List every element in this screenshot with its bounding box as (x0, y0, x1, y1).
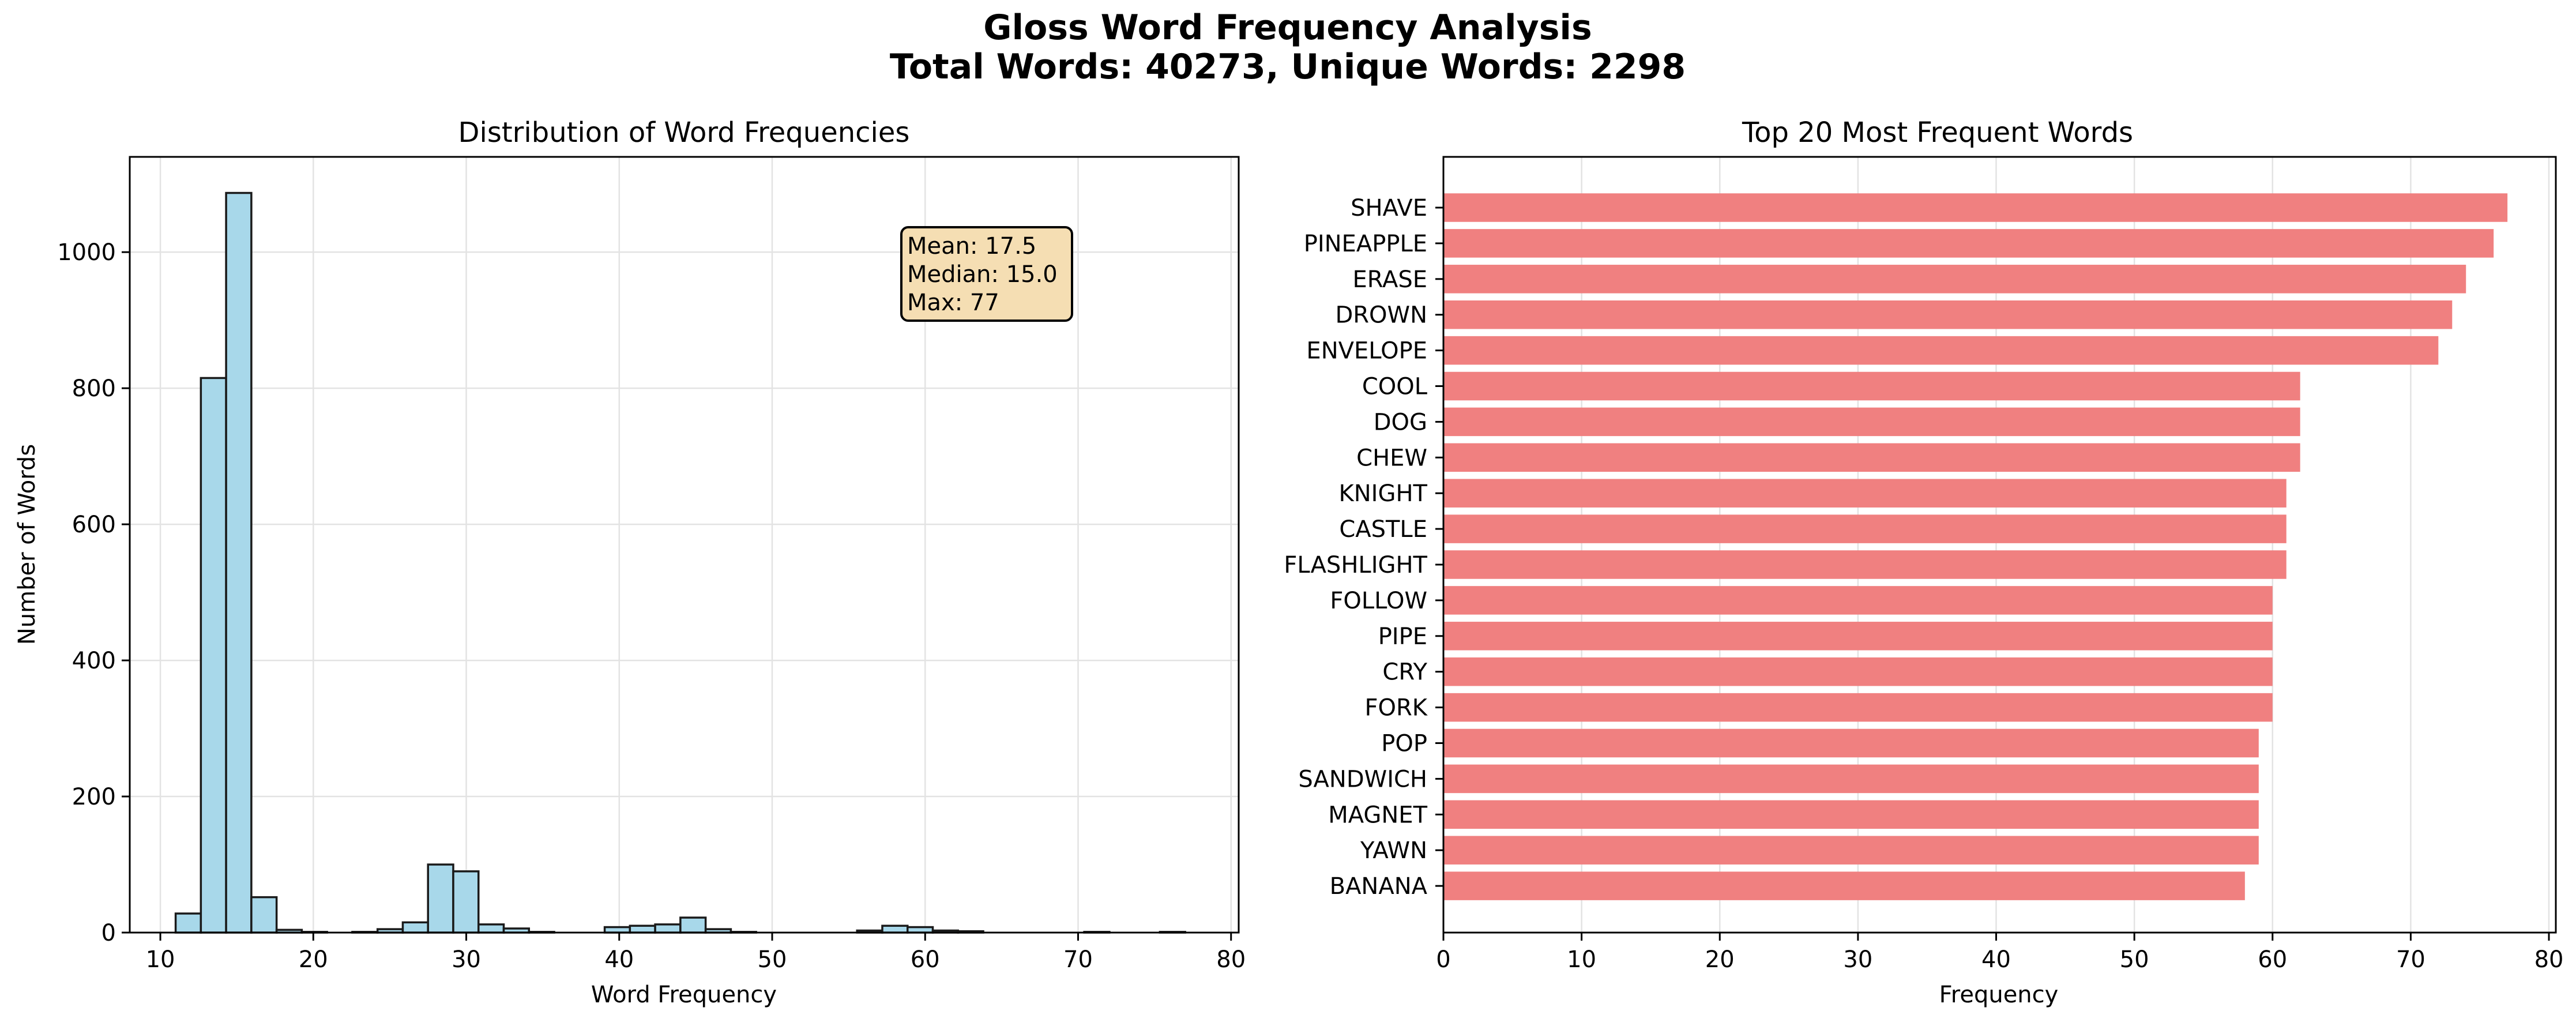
top-words-category-labels: SHAVE PINEAPPLE ERASE DROWN ENVELOPE COOL DOG C… (1284, 195, 1443, 900)
top-words-category-label: PINEAPPLE (1304, 231, 1427, 257)
top-words-category-label: DOG (1374, 409, 1427, 435)
histogram-bar (427, 863, 454, 934)
histogram-y-tick-label: 600 (72, 512, 116, 538)
histogram-y-tick-label: 200 (72, 784, 116, 810)
top-words-category-label: FOLLOW (1330, 588, 1427, 614)
top-words-bar (1443, 193, 2508, 222)
figure-title: Gloss Word Frequency Analysis (983, 7, 1592, 48)
top-words-bar (1443, 836, 2259, 865)
top-words-category-label: SANDWICH (1298, 766, 1427, 792)
histogram-x-tick-label: 50 (758, 946, 787, 973)
histogram-bar (881, 924, 909, 934)
top-words-bar (1443, 657, 2273, 686)
top-words-x-tick-label: 40 (1981, 946, 2011, 973)
top-words-category-label: KNIGHT (1339, 480, 1428, 507)
top-words-x-ticks: 0 10 20 30 40 50 60 70 80 (1436, 933, 2563, 973)
top-words-frame (1442, 156, 2557, 934)
top-words-category-label: CHEW (1356, 445, 1427, 471)
top-words-category-label: ERASE (1353, 266, 1427, 293)
histogram-y-ticks: 0 200 400 600 800 1000 (57, 239, 130, 946)
figure-subtitle: Total Words: 40273, Unique Words: 2298 (890, 47, 1686, 87)
histogram-bar (200, 377, 227, 934)
top-words-bar (1443, 265, 2466, 294)
top-words-category-label: ENVELOPE (1306, 338, 1427, 364)
top-words-bar (1443, 443, 2300, 472)
stats-median: Median: 15.0 (907, 261, 1058, 288)
top-words-bar (1443, 514, 2287, 543)
stats-max: Max: 77 (907, 290, 999, 316)
top-words-x-tick-label: 60 (2258, 946, 2287, 973)
top-words-bar (1443, 229, 2494, 258)
histogram-bar (452, 870, 480, 934)
top-words-x-tick-label: 0 (1436, 946, 1450, 973)
histogram-bars (174, 191, 1186, 934)
top-words-category-label: FORK (1364, 695, 1428, 721)
histogram-title: Distribution of Word Frequencies (458, 116, 910, 149)
top-words-x-tick-label: 10 (1567, 946, 1596, 973)
top-words-bar (1443, 871, 2245, 900)
top-words-category-label: CASTLE (1339, 516, 1427, 543)
top-words-category-label: POP (1381, 731, 1427, 757)
top-words-category-label: COOL (1362, 374, 1428, 400)
top-words-bar (1443, 728, 2259, 758)
histogram-x-tick-label: 10 (146, 946, 175, 973)
top-words-category-label: BANANA (1330, 873, 1428, 900)
histogram-panel: Distribution of Word Frequencies 10 20 30 4… (14, 116, 1246, 1008)
histogram-y-tick-label: 400 (72, 648, 116, 674)
top-words-bar (1443, 693, 2273, 722)
top-words-bar (1443, 300, 2453, 329)
histogram-x-tick-label: 60 (911, 946, 940, 973)
histogram-x-tick-label: 20 (299, 946, 328, 973)
top-words-x-tick-label: 50 (2120, 946, 2149, 973)
histogram-x-tick-label: 80 (1216, 946, 1246, 973)
histogram-bar (629, 924, 656, 934)
top-words-x-tick-label: 30 (1843, 946, 1872, 973)
histogram-bar (174, 912, 202, 934)
top-words-bar (1443, 586, 2273, 615)
top-words-x-tick-label: 70 (2396, 946, 2425, 973)
top-words-category-label: FLASHLIGHT (1284, 552, 1427, 578)
top-words-x-label: Frequency (1939, 982, 2059, 1008)
top-words-bars (1443, 193, 2508, 900)
top-words-category-label: DROWN (1335, 302, 1427, 329)
top-words-bar (1443, 622, 2273, 651)
top-words-category-label: YAWN (1360, 837, 1427, 864)
histogram-bar (401, 921, 429, 934)
top-words-bar (1443, 800, 2259, 829)
top-words-category-label: MAGNET (1328, 802, 1427, 828)
top-words-category-label: CRY (1382, 659, 1427, 686)
histogram-bar (654, 923, 682, 934)
histogram-y-tick-label: 800 (72, 375, 116, 402)
top-words-bar (1443, 407, 2300, 437)
top-words-x-tick-label: 80 (2534, 946, 2564, 973)
histogram-y-tick-label: 1000 (57, 239, 116, 266)
histogram-bar (250, 896, 278, 934)
histogram-bar (225, 191, 253, 934)
histogram-x-ticks: 10 20 30 40 50 60 70 80 (146, 933, 1246, 973)
top-words-bar (1443, 336, 2439, 365)
top-words-x-tick-label: 20 (1705, 946, 1735, 973)
stats-mean: Mean: 17.5 (907, 233, 1036, 260)
top-words-panel: Top 20 Most Frequent Words 0 10 20 30 40 50 60… (1284, 116, 2563, 1008)
histogram-bar (477, 923, 505, 934)
stats-box-background (900, 226, 1073, 322)
top-words-bar (1443, 479, 2287, 508)
top-words-bar (1443, 550, 2287, 579)
top-words-category-label: SHAVE (1351, 195, 1427, 221)
top-words-category-label: PIPE (1378, 623, 1427, 650)
histogram-frame (129, 156, 1240, 934)
histogram-x-tick-label: 70 (1063, 946, 1093, 973)
stats-box: Mean: 17.5 Median: 15.0 Max: 77 (900, 226, 1073, 322)
top-words-title: Top 20 Most Frequent Words (1742, 116, 2133, 149)
histogram-y-label: Number of Words (14, 444, 40, 645)
histogram-x-label: Word Frequency (591, 982, 777, 1008)
histogram-bar (679, 916, 707, 934)
histogram-y-tick-label: 0 (101, 920, 116, 946)
top-words-bar (1443, 764, 2259, 794)
top-words-bar (1443, 371, 2300, 401)
histogram-x-tick-label: 30 (452, 946, 481, 973)
histogram-x-tick-label: 40 (604, 946, 634, 973)
